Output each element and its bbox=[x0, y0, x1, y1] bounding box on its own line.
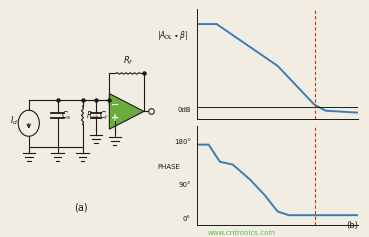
Text: $R_f$: $R_f$ bbox=[123, 54, 134, 67]
Text: 180°: 180° bbox=[174, 139, 191, 145]
Text: −: − bbox=[111, 100, 119, 110]
Text: (b): (b) bbox=[346, 220, 358, 229]
Text: 90°: 90° bbox=[179, 182, 191, 188]
Text: www.cntronics.com: www.cntronics.com bbox=[208, 230, 276, 236]
Text: $I_d$: $I_d$ bbox=[10, 115, 18, 127]
Text: $C_s$: $C_s$ bbox=[61, 109, 72, 122]
Text: $C_I$: $C_I$ bbox=[99, 109, 109, 122]
Text: 0°: 0° bbox=[183, 216, 191, 222]
Polygon shape bbox=[109, 94, 144, 129]
Text: +: + bbox=[111, 113, 119, 123]
Text: $R_{sh}$: $R_{sh}$ bbox=[86, 109, 99, 122]
Text: FREQUENCY: FREQUENCY bbox=[249, 129, 291, 135]
Text: $|A_{OL} \bullet \beta|$: $|A_{OL} \bullet \beta|$ bbox=[157, 29, 189, 42]
Text: PHASE: PHASE bbox=[157, 164, 180, 170]
Text: (a): (a) bbox=[74, 203, 87, 213]
Text: 0dB: 0dB bbox=[177, 107, 191, 113]
